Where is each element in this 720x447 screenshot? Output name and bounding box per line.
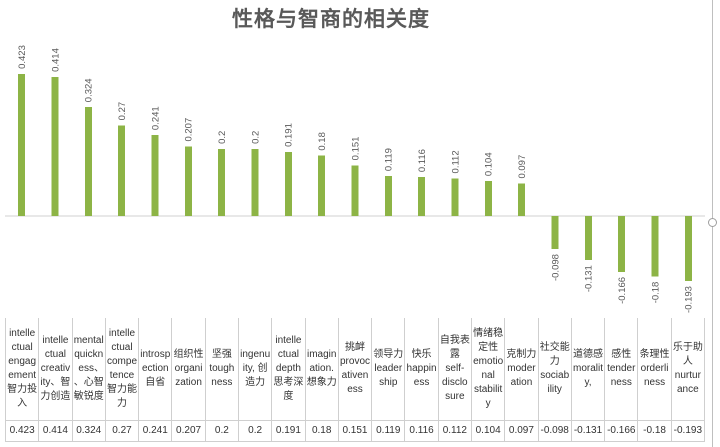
bar-8 bbox=[251, 148, 259, 217]
data-label-15: 0.104 bbox=[484, 152, 495, 176]
bar-11 bbox=[351, 165, 359, 217]
category-label-17: 社交能力 sociability bbox=[539, 318, 572, 420]
category-label-18: 道德感 morality, bbox=[572, 318, 606, 420]
bar-10 bbox=[318, 155, 326, 217]
data-label-11: 0.151 bbox=[350, 137, 361, 161]
value-cell-7: 0.2 bbox=[206, 421, 239, 441]
category-label-4: intellectual competence 智力能力 bbox=[106, 318, 140, 420]
category-label-13: 快乐 happiness bbox=[405, 318, 439, 420]
chart-title: 性格与智商的相关度 bbox=[232, 8, 430, 31]
bar-5 bbox=[151, 135, 159, 217]
value-cell-11: 0.151 bbox=[339, 421, 373, 441]
category-label-15: 情绪稳定性 emotional stability bbox=[472, 318, 506, 420]
data-label-3: 0.324 bbox=[84, 78, 95, 102]
data-label-10: 0.18 bbox=[317, 132, 328, 151]
data-label-13: 0.116 bbox=[417, 149, 428, 172]
value-cell-10: 0.18 bbox=[306, 421, 339, 441]
data-label-4: 0.27 bbox=[117, 102, 128, 121]
category-label-10: imagination. 想象力 bbox=[306, 318, 339, 420]
category-label-9: intellectual depth 思考深度 bbox=[272, 318, 306, 420]
bar-1 bbox=[18, 73, 26, 217]
bar-9 bbox=[284, 151, 292, 217]
category-label-row: intellectual engagement 智力投入 intellectual… bbox=[5, 318, 705, 421]
bar-19 bbox=[618, 216, 626, 272]
category-label-19: 感性 tenderness bbox=[605, 318, 639, 420]
bar-2 bbox=[51, 76, 59, 217]
data-label-9: 0.191 bbox=[284, 123, 295, 147]
data-label-18: -0.131 bbox=[584, 265, 595, 292]
data-label-19: -0.166 bbox=[617, 277, 628, 304]
value-cell-20: -0.18 bbox=[638, 421, 672, 441]
value-cell-16: 0.097 bbox=[505, 421, 539, 441]
bar-4 bbox=[118, 125, 126, 217]
bar-20 bbox=[651, 216, 659, 277]
bar-13 bbox=[418, 177, 426, 217]
data-table: intellectual engagement 智力投入 intellectual… bbox=[5, 318, 705, 442]
data-label-2: 0.414 bbox=[50, 48, 61, 72]
bar-plot: 0.423 0.414 0.324 0.27 0.241 0.207 0.2 0.2 0.191… bbox=[5, 45, 705, 313]
bar-16 bbox=[518, 183, 526, 217]
data-label-6: 0.207 bbox=[184, 118, 195, 142]
value-cell-13: 0.116 bbox=[405, 421, 439, 441]
category-label-8: ingenuity, 创造力 bbox=[239, 318, 273, 420]
bar-3 bbox=[84, 107, 92, 217]
value-cell-2: 0.414 bbox=[39, 421, 73, 441]
value-cell-1: 0.423 bbox=[6, 421, 40, 441]
category-label-3: mental quickness、、心智敏锐度 bbox=[73, 318, 106, 420]
category-label-5: introspection 自省 bbox=[139, 318, 173, 420]
category-label-20: 条理性 orderliness bbox=[638, 318, 672, 420]
value-cell-12: 0.119 bbox=[372, 421, 406, 441]
data-label-17: -0.098 bbox=[550, 254, 561, 281]
value-cell-17: -0.098 bbox=[539, 421, 572, 441]
data-label-1: 0.423 bbox=[17, 45, 28, 69]
value-cell-6: 0.207 bbox=[172, 421, 206, 441]
category-label-7: 坚强 toughness bbox=[206, 318, 239, 420]
category-label-6: 组织性 organization bbox=[172, 318, 206, 420]
bar-6 bbox=[184, 146, 192, 217]
category-label-21: 乐于助人 nurturance bbox=[672, 318, 705, 420]
chart-resize-handle[interactable] bbox=[708, 218, 717, 227]
value-cell-14: 0.112 bbox=[439, 421, 472, 441]
value-cell-8: 0.2 bbox=[239, 421, 273, 441]
bar-7 bbox=[218, 148, 226, 217]
data-label-14: 0.112 bbox=[450, 150, 461, 173]
value-cell-19: -0.166 bbox=[605, 421, 639, 441]
category-label-16: 克制力 moderation bbox=[505, 318, 539, 420]
data-label-20: -0.18 bbox=[650, 282, 661, 304]
data-label-21: -0.193 bbox=[684, 286, 695, 313]
bar-21 bbox=[684, 216, 692, 282]
value-cell-5: 0.241 bbox=[139, 421, 173, 441]
value-row: 0.423 0.414 0.324 0.27 0.241 0.207 0.2 0.2 0.191… bbox=[5, 421, 705, 442]
bar-12 bbox=[384, 176, 392, 217]
data-label-16: 0.097 bbox=[517, 155, 528, 179]
value-cell-3: 0.324 bbox=[73, 421, 106, 441]
value-cell-18: -0.131 bbox=[572, 421, 606, 441]
data-label-5: 0.241 bbox=[150, 106, 161, 130]
bar-17 bbox=[551, 216, 559, 250]
bar-18 bbox=[584, 216, 592, 261]
category-label-1: intellectual engagement 智力投入 bbox=[6, 318, 40, 420]
value-cell-21: -0.193 bbox=[672, 421, 705, 441]
value-cell-9: 0.191 bbox=[272, 421, 306, 441]
data-label-8: 0.2 bbox=[250, 131, 261, 144]
value-cell-4: 0.27 bbox=[106, 421, 140, 441]
category-label-14: 自我表露 self-disclosure bbox=[439, 318, 472, 420]
data-label-7: 0.2 bbox=[217, 131, 228, 144]
category-label-11: 挑衅 provocativeness bbox=[339, 318, 373, 420]
bar-15 bbox=[484, 181, 492, 217]
value-cell-15: 0.104 bbox=[472, 421, 506, 441]
bar-14 bbox=[451, 178, 459, 217]
data-label-12: 0.119 bbox=[384, 148, 395, 171]
category-label-12: 领导力 leadership bbox=[372, 318, 406, 420]
category-label-2: intellectual creativity、智力创造 bbox=[39, 318, 73, 420]
